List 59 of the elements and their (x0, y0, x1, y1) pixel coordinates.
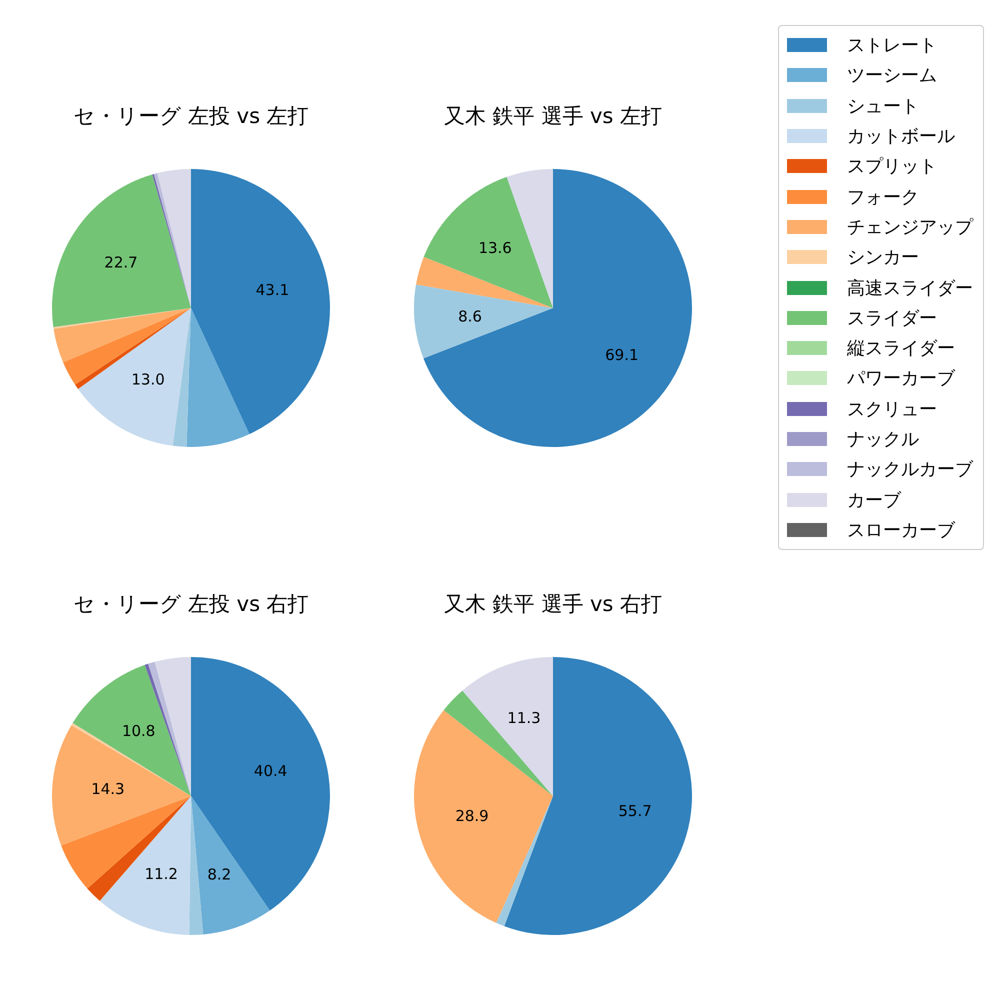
pie-slice (54, 308, 191, 362)
data-label: 55.7 (618, 802, 652, 820)
data-label: 10.8 (122, 722, 156, 740)
legend-label: スクリュー (847, 398, 937, 421)
data-label: 11.3 (507, 708, 541, 727)
legend-label: パワーカーブ (847, 367, 955, 390)
legend-label: ナックル (847, 428, 919, 451)
chart-title: 又木 鉄平 選手 vs 右打 (442, 591, 664, 618)
data-label: 13.6 (478, 238, 512, 257)
chart-title: 又木 鉄平 選手 vs 左打 (442, 103, 664, 130)
legend-label: シュート (847, 94, 919, 118)
pie-slice (87, 796, 191, 901)
pie-slice (186, 308, 250, 447)
data-label: 22.7 (104, 254, 138, 272)
legend-label: ツーシーム (847, 64, 937, 88)
pie-slice (72, 664, 191, 796)
data-label: 8.6 (458, 307, 482, 326)
data-label: 11.2 (144, 864, 178, 883)
legend-label: 縦スライダー (847, 337, 955, 360)
pie-slice (61, 796, 191, 889)
pie-slice (154, 657, 191, 796)
legend-label: シンカー (847, 246, 919, 270)
pie-slice (414, 284, 553, 358)
legend-label: ナックルカーブ (847, 458, 973, 482)
pie-slice (78, 308, 191, 446)
pie-slice (423, 169, 692, 447)
pie-slice (52, 174, 191, 328)
pie-slice (424, 176, 553, 308)
pie-slice (191, 796, 270, 934)
pie-slice (172, 308, 191, 447)
data-label: 40.4 (254, 762, 288, 780)
pie-slice (504, 657, 692, 935)
legend-label: スプリット (847, 155, 937, 178)
text: セ・リーグ 左投 vs 左打 (72, 103, 310, 130)
data-label: 13.0 (131, 370, 165, 389)
chart-title: セ・リーグ 左投 vs 右打 (72, 591, 310, 618)
pie-slice (52, 725, 191, 846)
legend-label: ストレート (847, 34, 937, 58)
pie-slice (414, 710, 553, 923)
data-label: 14.3 (91, 780, 125, 798)
data-label: 69.1 (605, 346, 639, 364)
legend-label: カットボール (847, 125, 955, 148)
pie-slice (191, 169, 330, 434)
legend-label: チェンジアップ (847, 216, 973, 239)
pie-slice (189, 796, 204, 935)
pie-slice (416, 256, 553, 308)
pie-slice (462, 657, 553, 796)
legend-label: スローカーブ (847, 518, 955, 542)
data-label: 28.9 (455, 806, 489, 825)
data-label: 8.2 (207, 865, 232, 884)
legend-label: カーブ (847, 488, 901, 512)
legend-label: フォーク (847, 186, 919, 209)
data-label: 43.1 (256, 281, 290, 300)
pie-slice (191, 657, 330, 910)
pie-slice (444, 690, 553, 796)
pie-slice (100, 796, 191, 935)
legend-label: スライダー (847, 306, 937, 330)
legend-label: 高速スライダー (847, 276, 973, 300)
pie-slice (496, 796, 553, 926)
